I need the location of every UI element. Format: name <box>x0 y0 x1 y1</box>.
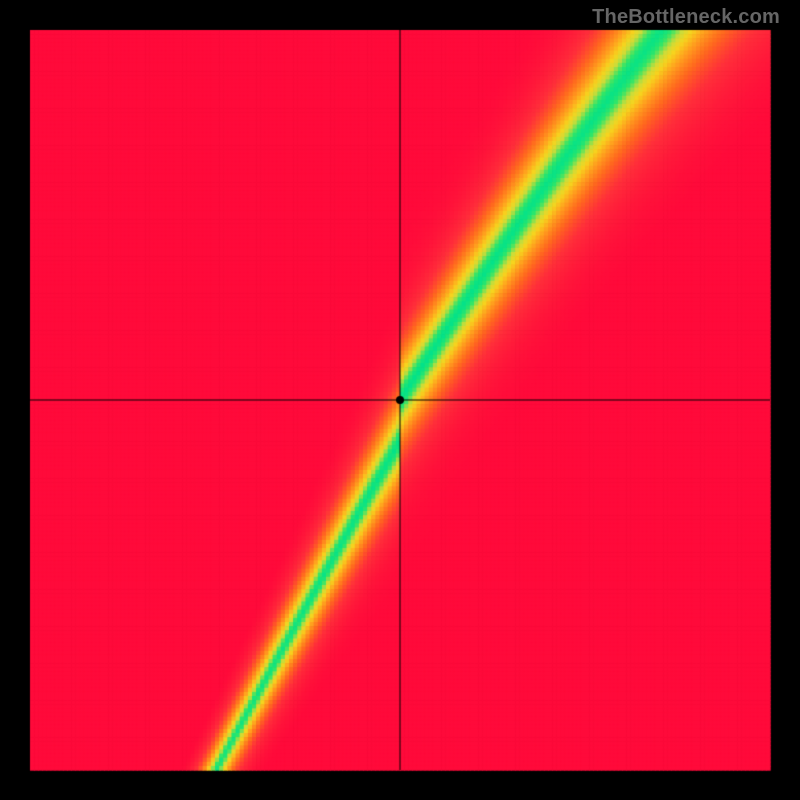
watermark-text: TheBottleneck.com <box>592 6 780 29</box>
bottleneck-heatmap <box>0 0 800 800</box>
